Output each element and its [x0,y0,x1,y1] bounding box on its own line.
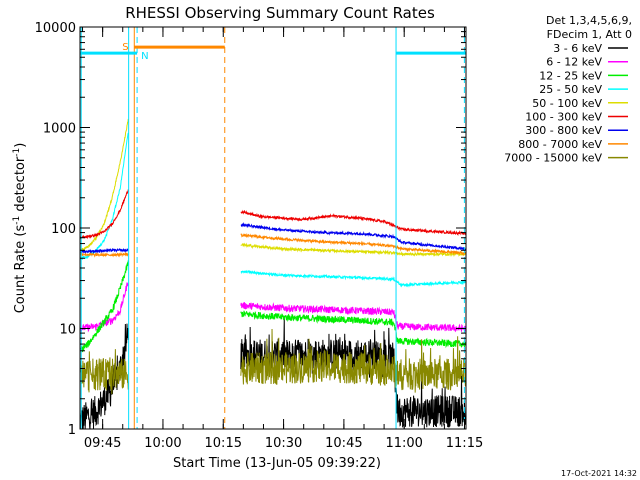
legend-label-8: 800 - 7000 keV [518,138,602,151]
x-tick-label-0945: 09:45 [84,436,121,451]
series-line-6_12keV-segment-2 [240,301,467,333]
x-axis-label: Start Time (13-Jun-05 09:39:22) [173,456,381,471]
series-line-12_25keV-segment-2 [240,310,467,349]
legend-label-6: 100 - 300 keV [525,111,602,124]
series-line-3_6keV-segment-1 [79,323,129,430]
series-line-50_100keV-segment-2 [240,242,467,258]
series-line-300_800keV-segment-2 [240,221,467,251]
x-tick-label-1045: 10:45 [325,436,362,451]
x-tick-label-1100: 11:00 [385,436,422,451]
series-line-800_7000keV-segment-2 [240,232,467,256]
series-line-12_25keV-segment-1 [79,260,129,353]
series-line-25_50keV-segment-1 [79,132,129,261]
series-line-300_800keV-segment-1 [79,247,129,255]
axes: 1 10 100 1000 10000 09:45 10:00 10:15 10:30 10:45… [35,21,484,451]
legend-label-3: 12 - 25 keV [539,69,602,82]
legend-header-fdecim: FDecim 1, Att 0 [547,28,632,41]
series-line-100_300keV-segment-1 [79,189,129,240]
legend: Det 1,3,4,5,6,9, FDecim 1, Att 0 3 - 6 k… [504,14,632,165]
legend-label-5: 50 - 100 keV [532,97,602,110]
x-tick-label-1030: 10:30 [265,436,302,451]
series-line-100_300keV-segment-2 [240,209,467,237]
night-flag-label: N [141,51,148,62]
series-line-25_50keV-segment-2 [240,269,467,288]
y-tick-label-10: 10 [59,323,76,338]
y-axis-label: Count Rate (s-1 detector-1) [12,143,28,314]
y-tick-label-10000: 10000 [35,21,76,36]
y-tick-label-1000: 1000 [43,122,76,137]
legend-label-1: 3 - 6 keV [553,42,602,55]
chart-title: RHESSI Observing Summary Count Rates [125,4,435,22]
series-line-7000_15000keV-segment-2 [240,328,467,393]
y-tick-label-100: 100 [51,222,76,237]
legend-header-detectors: Det 1,3,4,5,6,9, [546,14,632,27]
legend-label-4: 25 - 50 keV [539,83,602,96]
x-tick-label-1115: 11:15 [446,436,483,451]
series-line-7000_15000keV-segment-1 [79,349,129,395]
saa-flag-label: S [122,42,128,53]
legend-label-2: 6 - 12 keV [546,56,602,69]
series-line-50_100keV-segment-1 [79,118,129,251]
x-tick-label-1000: 10:00 [144,436,181,451]
y-tick-label-1: 1 [68,423,76,438]
legend-label-7: 300 - 800 keV [525,124,602,137]
series-line-800_7000keV-segment-1 [79,251,129,258]
x-tick-label-1015: 10:15 [205,436,242,451]
legend-label-9: 7000 - 15000 keV [504,152,602,165]
plot-area: SN [79,27,467,430]
generation-timestamp: 17-Oct-2021 14:32 [561,469,637,478]
